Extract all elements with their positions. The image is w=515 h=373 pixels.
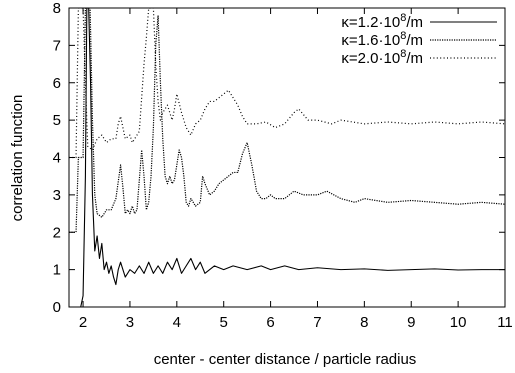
- tick-labels: 2 3 4 5 6 7 8 9 10 11 0 1 2 3 4 5 6 7 8: [53, 0, 513, 331]
- x-tick-label: 9: [407, 314, 415, 331]
- x-axis-label: center - center distance / particle radi…: [154, 351, 417, 368]
- x-tick-label: 11: [497, 314, 513, 331]
- y-axis-label: correlation function: [9, 95, 26, 222]
- x-tick-label: 4: [173, 314, 181, 331]
- y-tick-label: 3: [53, 187, 61, 204]
- legend-label-2: κ=1.6·108/m: [341, 30, 423, 49]
- x-tick-label: 8: [360, 314, 368, 331]
- legend: κ=1.2·108/mκ=1.6·108/mκ=2.0·108/m: [341, 12, 497, 67]
- y-tick-label: 4: [53, 150, 61, 167]
- x-tick-label: 2: [79, 314, 87, 331]
- series-lines: [69, 8, 505, 307]
- x-tick-label: 10: [450, 314, 467, 331]
- y-tick-label: 2: [53, 224, 61, 241]
- y-tick-label: 6: [53, 75, 61, 92]
- series-line-2: [69, 8, 505, 233]
- plot-frame: [68, 7, 506, 308]
- x-tick-label: 3: [126, 314, 134, 331]
- y-tick-label: 7: [53, 37, 61, 54]
- series-line-3: [69, 8, 505, 159]
- x-tick-label: 5: [220, 314, 228, 331]
- series-line-1: [69, 8, 505, 307]
- x-tick-label: 6: [266, 314, 274, 331]
- legend-label-1: κ=1.2·108/m: [341, 12, 423, 31]
- y-tick-label: 8: [53, 0, 61, 17]
- y-tick-label: 0: [53, 299, 61, 316]
- axis-ticks: [69, 7, 506, 308]
- x-tick-label: 7: [313, 314, 321, 331]
- y-tick-label: 5: [53, 112, 61, 129]
- legend-label-3: κ=2.0·108/m: [341, 48, 423, 67]
- y-tick-label: 1: [53, 262, 61, 279]
